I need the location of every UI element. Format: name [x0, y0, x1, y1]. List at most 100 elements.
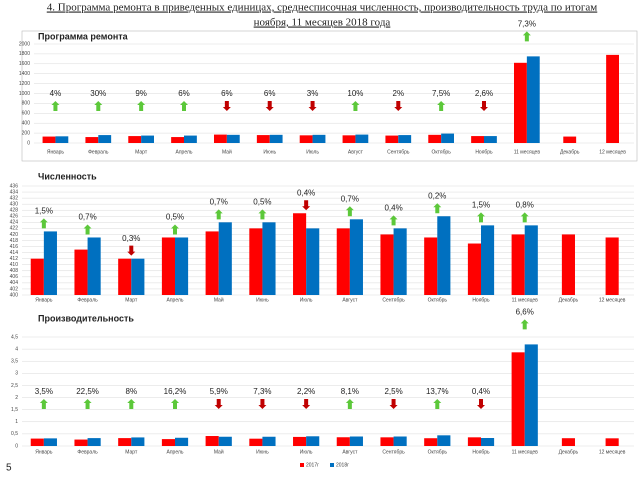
bar: [514, 62, 527, 144]
change-arrow: [433, 399, 442, 409]
change-label: 1,5%: [35, 207, 53, 216]
change-arrow: [258, 209, 267, 220]
bar: [424, 438, 438, 446]
y-tick-label: 424: [10, 220, 19, 226]
x-tick-label: Июнь: [256, 297, 269, 303]
bar: [349, 219, 363, 295]
change-label: 0,5%: [253, 197, 271, 206]
change-arrow: [389, 399, 398, 409]
bar: [437, 216, 451, 295]
bar: [398, 135, 412, 143]
bar: [269, 134, 283, 143]
x-tick-label: Июнь: [263, 149, 276, 155]
y-tick-label: 406: [10, 274, 19, 280]
x-tick-label: 11 месяцев: [514, 149, 541, 155]
bar: [467, 243, 481, 295]
bar: [563, 136, 577, 143]
bar: [128, 136, 142, 143]
x-tick-label: Октябрь: [428, 297, 448, 303]
y-tick-label: 3,5: [11, 359, 18, 365]
change-label: 2,2%: [297, 387, 315, 396]
bar: [87, 237, 101, 295]
x-tick-label: 12 месяцев: [599, 149, 626, 155]
change-arrow: [345, 206, 354, 217]
bar: [526, 56, 540, 143]
y-tick-label: 800: [22, 101, 31, 107]
x-tick-label: 12 месяцев: [599, 449, 626, 455]
change-label: 0,2%: [428, 191, 446, 200]
y-tick-label: 1000: [19, 91, 30, 97]
y-tick-label: 2,5: [11, 383, 18, 389]
bar: [85, 137, 99, 143]
bar: [342, 135, 356, 143]
bar: [524, 225, 538, 295]
change-label: 0,3%: [122, 234, 140, 243]
y-tick-label: 0: [27, 140, 30, 146]
bar: [87, 438, 101, 446]
x-tick-label: Ноябрь: [472, 297, 490, 303]
x-tick-label: Февраль: [77, 449, 98, 455]
bar: [380, 437, 394, 446]
x-tick-label: Июль: [306, 149, 319, 155]
bar: [205, 436, 219, 446]
bar: [306, 228, 320, 295]
bar: [161, 237, 175, 295]
x-tick-label: Август: [342, 297, 358, 303]
x-tick-label: Март: [135, 149, 148, 155]
bar: [605, 237, 619, 295]
change-label: 2,5%: [384, 387, 402, 396]
y-tick-label: 426: [10, 214, 19, 220]
change-arrow: [222, 101, 231, 111]
bar: [262, 436, 276, 446]
bar: [561, 438, 575, 446]
bar: [605, 438, 619, 446]
x-tick-label: Сентябрь: [387, 149, 410, 155]
bar: [606, 54, 619, 143]
legend-swatch: [300, 463, 304, 467]
change-label: 6%: [221, 89, 233, 98]
change-arrow: [83, 399, 92, 409]
bar: [336, 228, 350, 295]
change-arrow: [520, 212, 529, 223]
x-tick-label: Февраль: [77, 297, 98, 303]
bar: [349, 436, 363, 446]
bar: [393, 436, 407, 446]
x-tick-label: Май: [222, 148, 232, 155]
change-label: 22,5%: [76, 387, 99, 396]
bar: [484, 136, 497, 143]
bar: [205, 231, 219, 295]
y-tick-label: 2: [15, 395, 18, 401]
change-arrow: [51, 101, 60, 111]
change-arrow: [394, 101, 403, 111]
x-tick-label: Январь: [47, 149, 65, 155]
bar: [175, 237, 189, 295]
change-label: 2%: [393, 89, 405, 98]
bar: [481, 225, 495, 295]
legend-swatch: [330, 463, 334, 467]
bar: [561, 234, 575, 295]
bar: [428, 134, 442, 143]
y-tick-label: 412: [10, 256, 19, 262]
x-tick-label: Июль: [300, 297, 313, 303]
bar: [441, 133, 454, 143]
x-tick-label: Июль: [300, 449, 313, 455]
bar: [385, 135, 399, 143]
y-tick-label: 4: [15, 346, 18, 352]
y-tick-label: 422: [10, 226, 19, 232]
change-arrow: [308, 101, 317, 111]
change-label: 7,3%: [253, 387, 271, 396]
change-label: 6,6%: [516, 308, 534, 317]
change-arrow: [522, 31, 531, 42]
bar: [524, 344, 538, 446]
change-label: 8,1%: [341, 387, 359, 396]
change-arrow: [83, 224, 92, 235]
change-label: 6%: [264, 89, 276, 98]
bar: [42, 136, 56, 143]
y-tick-label: 1600: [19, 61, 30, 67]
change-label: 8%: [126, 387, 138, 396]
bar: [336, 437, 350, 446]
y-tick-label: 2000: [19, 41, 30, 47]
slide-title: 4. Программа ремонта в приведенных едини…: [47, 2, 598, 14]
y-tick-label: 400: [10, 292, 19, 298]
